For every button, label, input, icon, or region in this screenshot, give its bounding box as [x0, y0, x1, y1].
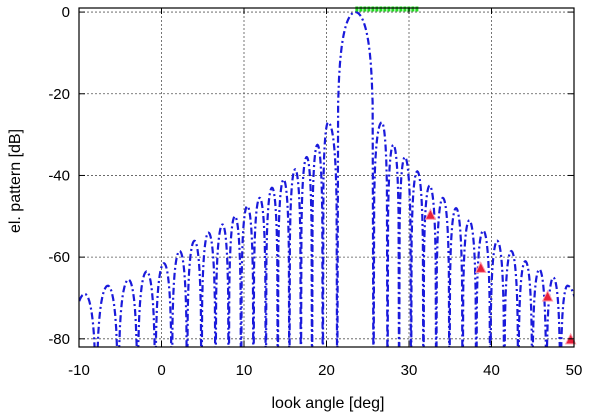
x-tick-label: 50 [566, 362, 583, 379]
y-tick-label: 0 [62, 4, 70, 21]
x-tick-label: -10 [68, 362, 90, 379]
triangle-marker [424, 208, 437, 220]
pattern-series-line [79, 10, 574, 347]
axis-ticks: -10 0 10 20 30 40 50 0 -20 -40 -60 -80 [48, 4, 582, 379]
triangle-marker [541, 289, 554, 302]
x-axis-label: look angle [deg] [272, 395, 385, 412]
x-tick-label: 10 [236, 362, 253, 379]
y-tick-label: -40 [48, 167, 70, 184]
plot-area [79, 10, 574, 347]
triangle-marker [474, 261, 487, 273]
x-tick-label: 0 [157, 362, 165, 379]
y-tick-label: -80 [48, 331, 70, 348]
plot-series [79, 6, 577, 347]
x-tick-label: 20 [318, 362, 335, 379]
y-tick-label: -20 [48, 86, 70, 103]
y-tick-label: -60 [48, 249, 70, 266]
x-tick-label: 40 [483, 362, 500, 379]
x-tick-label: 30 [401, 362, 418, 379]
y-axis-label: el. pattern [dB] [7, 129, 24, 233]
